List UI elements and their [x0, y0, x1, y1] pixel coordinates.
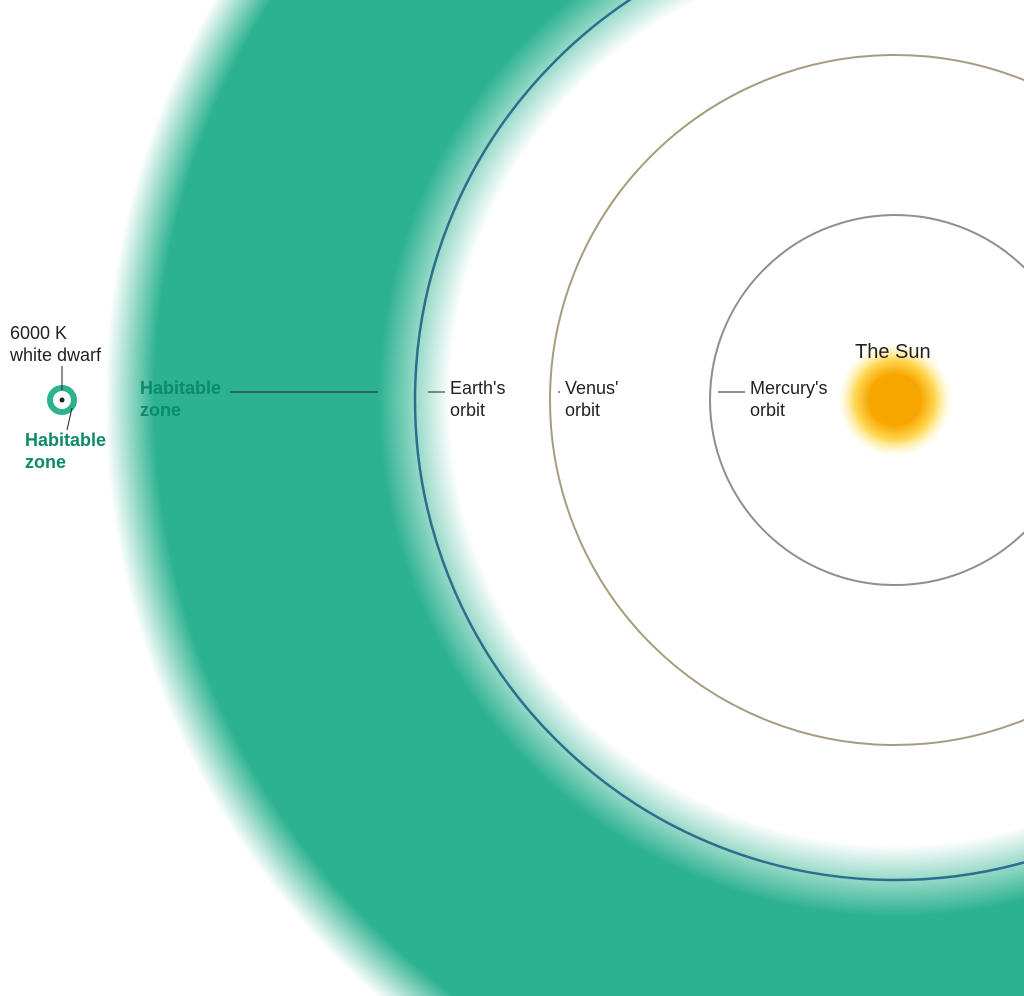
- sun-label: The Sun: [855, 340, 931, 364]
- white-dwarf-dot: [60, 398, 65, 403]
- habitable-zone-label: Habitable zone: [140, 378, 221, 421]
- earth-orbit-label: Earth's orbit: [450, 378, 505, 421]
- mercury-orbit-label: Mercury's orbit: [750, 378, 827, 421]
- venus-orbit-label: Venus' orbit: [565, 378, 618, 421]
- white-dwarf-hz-label: Habitable zone: [25, 430, 106, 473]
- white-dwarf-title: 6000 K white dwarf: [10, 323, 101, 366]
- sun-core: [869, 374, 921, 426]
